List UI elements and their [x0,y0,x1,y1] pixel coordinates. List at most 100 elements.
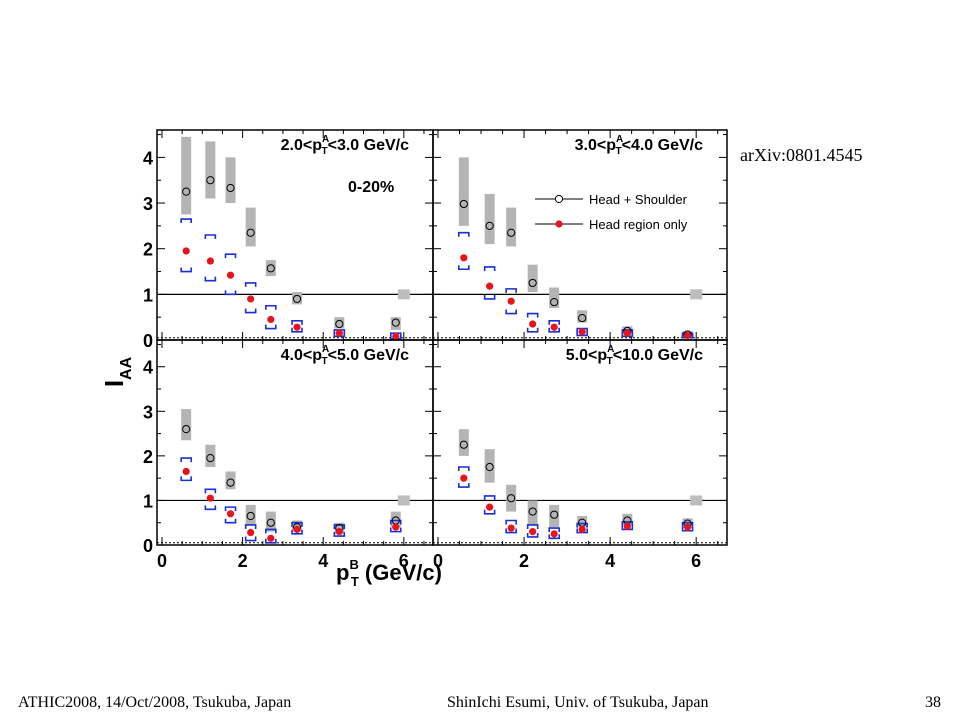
head-only-syserr-bracket [180,218,192,224]
head-shoulder-point [292,294,302,304]
head-shoulder-syserr-bar [334,317,345,329]
panel-title-sup: A [322,134,329,145]
head-only-syserr-bracket [244,524,257,529]
head-shoulder-point [266,518,275,527]
panel-title-sub: T [322,356,328,367]
footer-author: ShinIchi Esumi, Univ. of Tsukuba, Japan [447,694,709,711]
head-only-point [683,331,692,340]
head-shoulder-syserr-bar [484,193,495,245]
head-shoulder-syserr-bar [205,141,216,199]
head-only-syserr-bracket [458,466,470,472]
head-shoulder-syserr-bar [292,292,303,305]
head-shoulder-syserr-bar [265,260,276,277]
head-shoulder-point [182,425,191,434]
head-only-syserr-bracket [291,327,303,333]
head-only-point [623,522,631,530]
head-only-syserr-bracket [458,483,470,488]
head-only-syserr-bracket [265,538,277,544]
global-syserr-box [397,495,410,506]
head-shoulder-syserr-bar [458,429,469,456]
head-only-point [578,525,586,534]
panel-title-pre: 5.0<p [566,347,608,364]
head-only-syserr-bracket [265,324,277,330]
global-syserr-box [690,289,703,300]
y-tick-label: 4 [143,148,153,168]
head-only-syserr-bracket [224,506,237,512]
head-only-point [182,467,190,476]
head-only-syserr-bracket [291,521,303,527]
head-only-point [392,523,400,531]
panel-title-sup: A [616,134,623,145]
y-tick-label: 3 [143,402,153,422]
reference-label: arXiv:0801.4545 [740,145,863,165]
head-only-syserr-bracket [526,532,539,538]
head-only-point [182,247,190,255]
head-shoulder-syserr-bar [527,500,538,525]
head-only-point [392,332,400,340]
head-only-point [206,494,214,502]
panel-title-sub: T [607,356,613,367]
head-shoulder-point [459,199,468,209]
panel-1: 2.0<pA T<3.0 GeV/c [156,129,434,341]
panel-title-post: <5.0 GeV/c [328,347,409,364]
head-only-point [550,530,558,538]
head-only-syserr-bracket [224,290,237,296]
footer-page-number: 38 [925,694,941,711]
y-axis-title: IAA [99,356,135,387]
head-only-point [293,525,301,534]
x-axis-title-rest: (GeV/c) [359,560,442,585]
head-shoulder-point [459,440,468,449]
head-only-syserr-bracket [483,266,496,271]
head-shoulder-point [485,462,494,472]
head-only-point [293,323,301,331]
head-shoulder-syserr-bar [225,157,236,204]
head-only-syserr-bracket [204,488,217,494]
head-only-syserr-bracket [389,527,402,533]
y-tick-label: 1 [143,491,153,511]
x-axis-title-main: p [336,560,349,585]
panel-4: 5.0<pA T<10.0 GeV/c [432,339,728,546]
head-shoulder-point [485,221,494,230]
head-only-syserr-bracket [204,234,217,239]
head-shoulder-point [266,264,275,273]
head-only-syserr-bracket [224,253,237,259]
head-only-point [247,528,255,537]
head-shoulder-syserr-bar [458,157,469,226]
head-shoulder-syserr-bar [484,449,495,483]
head-only-syserr-bracket [548,320,560,325]
legend-marker-head-only [555,220,563,228]
legend-label-head-shoulder: Head + Shoulder [589,192,688,207]
panel-frame [432,339,728,546]
head-shoulder-point [246,511,255,521]
head-shoulder-syserr-bar [390,317,401,330]
head-shoulder-syserr-bar [181,409,192,441]
head-only-syserr-bracket [204,276,217,282]
axes-group: 0-20% Head + Shoulder Head region only 0 1 2 3… [99,148,701,589]
head-only-syserr-bracket [505,288,517,293]
head-only-point [335,329,343,337]
head-shoulder-syserr-bar [265,511,276,532]
head-shoulder-syserr-bar [577,516,588,528]
y-tick-label: 2 [143,447,153,467]
head-shoulder-point [226,478,235,487]
head-only-syserr-bracket [458,231,470,237]
head-only-syserr-bracket [548,534,560,540]
head-only-point [267,534,275,542]
x-axis-title-sub: T [351,574,359,589]
head-only-syserr-bracket [505,528,517,534]
panel-title-post: <3.0 GeV/c [328,137,409,154]
head-only-syserr-bracket [180,476,192,482]
head-only-syserr-bracket [483,294,496,300]
head-shoulder-point [206,176,215,185]
head-only-syserr-bracket [505,309,517,315]
head-shoulder-syserr-bar [225,471,236,490]
head-shoulder-point [391,318,400,327]
x-tick-label: 2 [238,551,248,571]
head-only-syserr-bracket [526,312,539,318]
head-shoulder-syserr-bar [527,264,538,293]
iaa-chart: 2.0<pA T<3.0 GeV/c 3.0<pA T<4.0 GeV/c4.0<pA… [99,129,728,589]
head-only-syserr-bracket [681,521,694,527]
head-only-syserr-bracket [180,267,192,273]
y-axis-title-sub: AA [118,356,135,380]
footer-conference: ATHIC2008, 14/Oct/2008, Tsukuba, Japan [18,694,292,711]
